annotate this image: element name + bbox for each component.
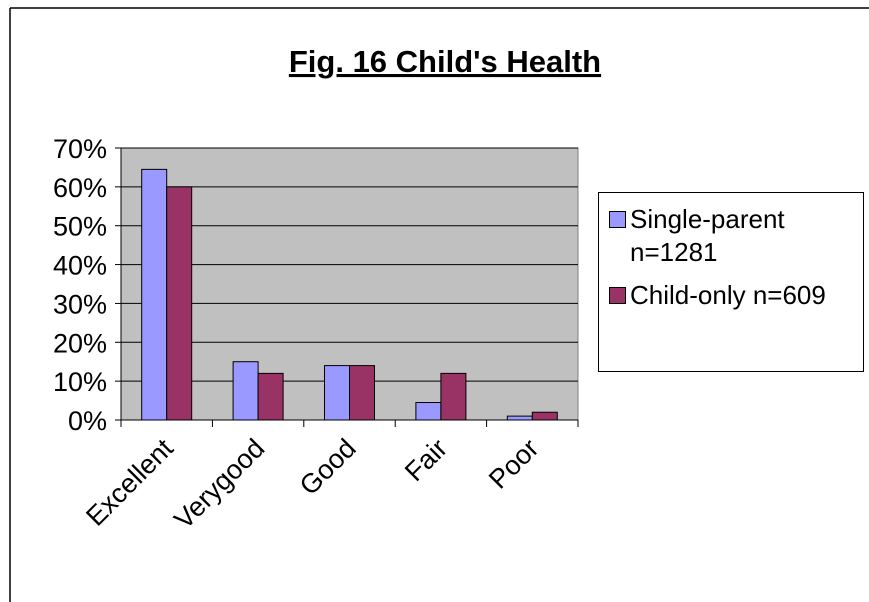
y-tick-label: 30% [53, 289, 107, 319]
bar [141, 168, 168, 421]
legend-label: Single-parent n=1281 [630, 204, 785, 267]
y-tick-label: 50% [53, 212, 107, 242]
x-tick-label: Poor [483, 433, 545, 495]
bar [440, 372, 467, 421]
x-tick-label: Good [294, 433, 362, 501]
x-tick-label: Fair [399, 433, 453, 487]
legend-label: Child-only n=609 [630, 280, 826, 310]
bar [166, 186, 193, 421]
bar [349, 365, 375, 421]
chart-title: Fig. 16 Child's Health [289, 44, 601, 79]
x-tick-label: Verygood [168, 433, 270, 535]
y-tick-label: 10% [53, 367, 107, 397]
y-tick-label: 70% [53, 134, 107, 164]
x-tick-label: Excellent [80, 433, 179, 532]
bar [324, 365, 350, 421]
bar [506, 415, 533, 421]
y-tick-label: 40% [53, 251, 107, 281]
legend-entry: Single-parent n=1281 [605, 203, 857, 269]
y-tick-label: 60% [53, 173, 107, 203]
legend-swatch [609, 287, 626, 304]
legend: Single-parent n=1281 Child-only n=609 [598, 192, 864, 372]
bar [531, 411, 558, 421]
bar [415, 402, 442, 421]
legend-entry: Child-only n=609 [605, 279, 857, 312]
bar [232, 361, 259, 421]
y-tick-label: 20% [53, 328, 107, 358]
bar [257, 372, 284, 421]
y-tick-label: 0% [68, 406, 107, 436]
legend-swatch [609, 211, 626, 228]
